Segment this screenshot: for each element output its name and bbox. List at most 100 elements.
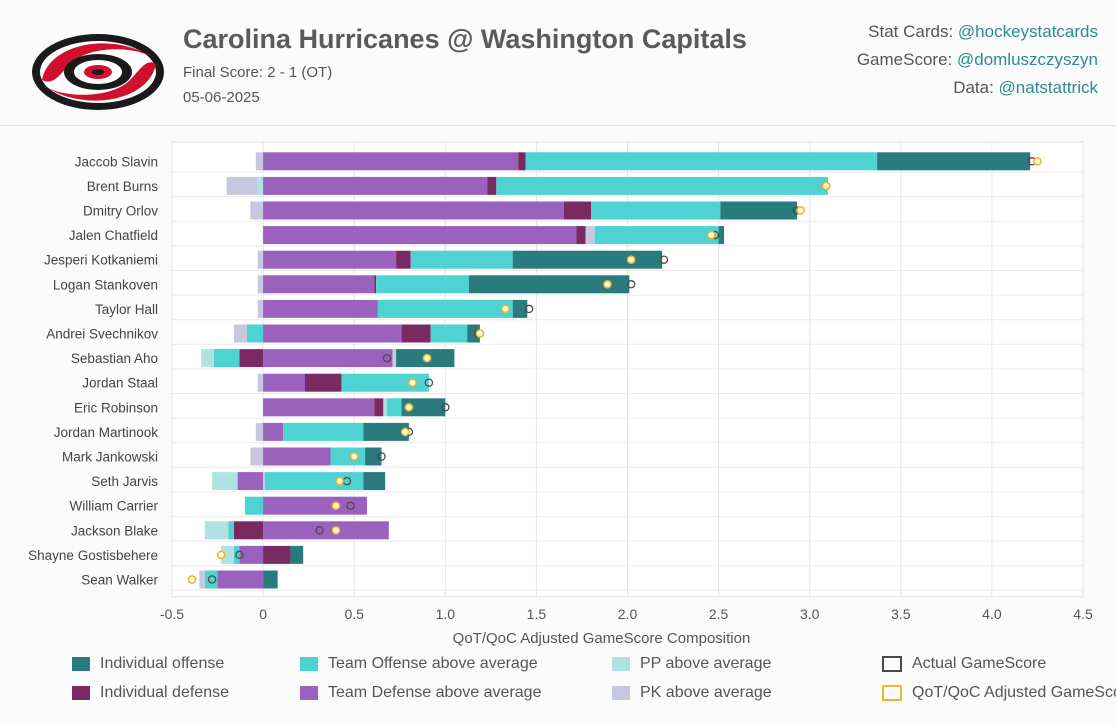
credit-label: Data:	[953, 78, 999, 97]
bar-segment-team-off	[430, 324, 468, 343]
bar-segment-pp	[257, 176, 264, 195]
legend-label: Team Defense above average	[328, 684, 542, 701]
bar-segment-team-def	[263, 447, 331, 466]
bar-segment-pk	[585, 226, 595, 245]
actual-gamescore-marker	[346, 501, 355, 510]
player-name-label: Logan Stankoven	[53, 277, 158, 292]
bar-segment-team-def	[263, 422, 284, 441]
x-tick-label: 2.0	[618, 606, 638, 622]
player-name-label: Jackson Blake	[71, 523, 158, 538]
legend-label: Individual offense	[100, 655, 225, 672]
bar-segment-team-off	[386, 398, 402, 417]
bar-segment-team-def	[239, 545, 264, 564]
bar-segment-pk	[250, 447, 264, 466]
bar-segment-ind-def	[374, 275, 377, 294]
bar-segment-team-def	[263, 275, 375, 294]
adjusted-gamescore-marker	[501, 304, 510, 314]
player-name-label: Dmitry Orlov	[83, 204, 158, 219]
player-name-label: Sebastian Aho	[71, 351, 158, 366]
bar-segment-team-def	[263, 398, 375, 417]
actual-gamescore-marker	[382, 353, 392, 363]
bar-segment-team-def	[263, 152, 519, 171]
bar-segment-ind-def	[233, 521, 264, 540]
bar-segment-ind-off	[263, 570, 278, 589]
bar-segment-ind-off	[718, 226, 725, 245]
bar-segment-team-def	[263, 521, 389, 540]
adjusted-gamescore-marker	[335, 476, 344, 486]
credit-handle-link[interactable]: @hockeystatcards	[957, 22, 1098, 41]
bar-segment-ind-def	[305, 373, 342, 392]
bar-segment-team-def	[237, 472, 264, 491]
bar-segment-team-off	[264, 472, 364, 491]
bar-segment-pk	[250, 201, 264, 220]
bar-segment-ind-off	[467, 324, 480, 343]
legend-label: Individual defense	[100, 684, 229, 701]
actual-gamescore-marker	[207, 575, 217, 584]
legend-item: Individual offense	[72, 655, 224, 673]
bar-segment-ind-off	[877, 152, 1031, 171]
bar-segment-ind-def	[239, 349, 264, 368]
legend-swatch	[72, 657, 90, 671]
bar-segment-pk	[255, 422, 264, 441]
adjusted-gamescore-marker	[603, 279, 612, 289]
team-logo	[32, 34, 164, 110]
legend-swatch	[300, 686, 318, 700]
bar-segment-pk	[392, 349, 397, 368]
actual-gamescore-marker	[659, 255, 669, 264]
bar-segment-ind-off	[468, 275, 630, 294]
player-name-label: Jesperi Kotkaniemi	[44, 253, 158, 268]
bar-segment-pk	[263, 472, 265, 491]
credit-handle-link[interactable]: @natstattrick	[998, 78, 1098, 97]
credit-label: GameScore:	[856, 50, 957, 69]
legend-swatch	[882, 656, 902, 672]
bar-segment-team-def	[263, 299, 378, 318]
bar-segment-ind-off	[512, 250, 663, 269]
bar-segment-team-off	[341, 373, 429, 392]
x-tick-label: 0.5	[344, 606, 364, 622]
bar-segment-ind-def	[263, 545, 291, 564]
bar-segment-ind-def	[396, 250, 411, 269]
bar-segment-team-off	[283, 422, 364, 441]
legend-swatch	[300, 657, 318, 671]
bar-segment-ind-off	[365, 447, 382, 466]
player-name-label: Taylor Hall	[95, 302, 158, 317]
bar-segment-pk	[255, 152, 264, 171]
credit-handle-link[interactable]: @domluszczyszyn	[956, 50, 1098, 69]
bar-segment-team-off	[376, 275, 469, 294]
legend-label: PK above average	[640, 684, 772, 701]
actual-gamescore-marker	[235, 550, 244, 560]
bar-segment-pk	[199, 570, 205, 589]
player-name-label: Brent Burns	[87, 179, 159, 194]
legend-item: Actual GameScore	[882, 655, 1046, 673]
actual-gamescore-marker	[626, 280, 636, 289]
credit-stat-cards: Stat Cards: @hockeystatcards	[857, 20, 1098, 48]
bar-segment-ind-def	[518, 152, 526, 171]
bar-segment-team-off	[233, 545, 240, 564]
credit-data: Data: @natstattrick	[857, 76, 1098, 104]
legend-label: PP above average	[640, 655, 772, 672]
legend-item: Individual defense	[72, 684, 229, 702]
bar-segment-team-def	[263, 201, 564, 220]
player-name-label: Eric Robinson	[74, 400, 158, 415]
legend-swatch	[612, 686, 630, 700]
bar-segment-team-off	[330, 447, 366, 466]
credit-gamescore: GameScore: @domluszczyszyn	[857, 48, 1098, 76]
legend-item: PP above average	[612, 655, 771, 673]
adjusted-gamescore-marker	[408, 378, 417, 388]
bar-segment-team-off	[496, 176, 828, 195]
x-tick-label: 3.5	[891, 606, 911, 622]
actual-gamescore-marker	[424, 378, 434, 387]
x-axis-label: QoT/QoC Adjusted GameScore Composition	[453, 630, 751, 647]
bar-segment-ind-off	[363, 472, 386, 491]
bar-segment-pp	[212, 472, 238, 491]
bar-segment-team-def	[263, 496, 367, 515]
bar-segment-ind-off	[720, 201, 797, 220]
actual-gamescore-marker	[315, 526, 324, 535]
gamescore-chart: -0.5 0 0.5 1.0 1.5 2.0 2.5 3.0 3.5 4.0 4.5 QoT/QoC …	[28, 141, 1093, 647]
adjusted-gamescore-marker	[404, 402, 414, 412]
bar-segment-team-off	[377, 299, 513, 318]
x-tick-label: 0	[259, 606, 267, 622]
bar-segment-pk	[257, 299, 264, 318]
x-tick-label: 2.5	[709, 606, 729, 622]
bar-segment-team-off	[594, 226, 719, 245]
